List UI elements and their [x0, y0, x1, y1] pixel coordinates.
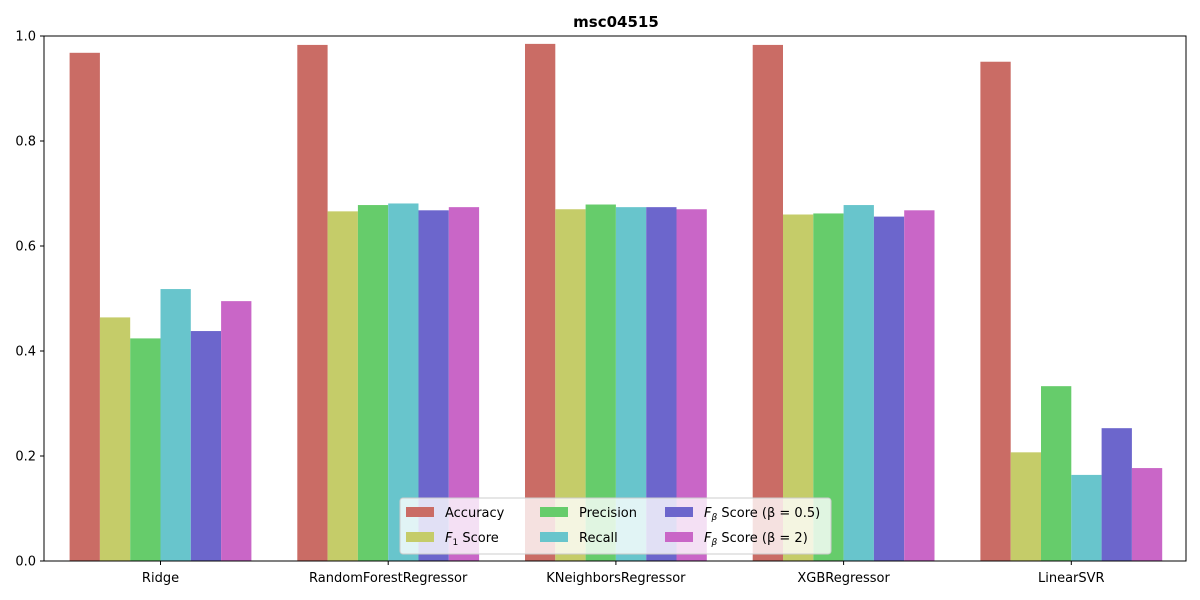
y-tick-label: 0.6 [15, 240, 36, 255]
legend-swatch [665, 507, 693, 517]
legend-label: Precision [579, 506, 637, 521]
bar-f-score-2--linearsvr [1131, 468, 1163, 561]
bar-accuracy-randomforestregressor [297, 44, 328, 562]
bar-recall-xgbregressor [843, 205, 874, 562]
x-tick-label: Ridge [142, 571, 179, 586]
legend-label: Recall [579, 531, 618, 546]
y-tick-label: 0.4 [15, 345, 36, 360]
bar-recall-ridge [160, 289, 191, 561]
bar-accuracy-xgbregressor [752, 44, 783, 562]
legend: Accuracy F1 Score Precision Recall Fβ Score … [399, 497, 832, 555]
y-tick-label: 0.8 [15, 135, 36, 150]
chart-title: msc04515 [573, 13, 659, 31]
bar-recall-linearsvr [1071, 474, 1102, 561]
legend-swatch [406, 507, 434, 517]
legend-label: Fβ Score (β = 0.5) [704, 506, 820, 523]
legend-swatch [540, 532, 568, 542]
bar-accuracy-kneighborsregressor [525, 43, 556, 562]
bar-precision-randomforestregressor [357, 205, 389, 562]
plot-frame [43, 35, 1187, 562]
bar-f1-score-ridge [99, 317, 131, 561]
legend-swatch [406, 532, 434, 542]
legend-swatch [540, 507, 568, 517]
x-tick-label: KNeighborsRegressor [546, 571, 686, 586]
legend-label: F1 Score [445, 531, 499, 548]
y-tick-label: 1.0 [15, 30, 36, 45]
bar-f-score-0-5--linearsvr [1101, 428, 1132, 561]
x-tick-label: XGBRegressor [797, 571, 890, 586]
bar-f-score-0-5--ridge [190, 331, 222, 561]
x-tick-label: LinearSVR [1038, 571, 1105, 586]
legend-box [399, 497, 832, 555]
bar-precision-ridge [130, 338, 161, 561]
bar-f-score-2--ridge [221, 301, 252, 562]
legend-label: Fβ Score (β = 2) [704, 531, 808, 548]
bar-accuracy-linearsvr [980, 61, 1011, 561]
x-tick-label: RandomForestRegressor [309, 571, 468, 586]
bars-group [69, 43, 1163, 562]
legend-swatch [665, 532, 693, 542]
y-tick-label: 0.0 [15, 555, 36, 570]
y-tick-label: 0.2 [15, 450, 36, 465]
y-axis: 0.0 0.2 0.4 0.6 0.8 1.0 [15, 30, 44, 570]
bar-f1-score-randomforestregressor [327, 211, 358, 561]
x-axis: Ridge RandomForestRegressor KNeighborsRegr… [142, 561, 1105, 586]
bar-f-score-2--xgbregressor [904, 210, 935, 562]
bar-accuracy-ridge [69, 52, 100, 562]
bar-precision-linearsvr [1041, 386, 1072, 561]
legend-label: Accuracy [445, 506, 505, 521]
bar-f-score-0-5--xgbregressor [873, 216, 905, 561]
bar-f1-score-linearsvr [1010, 452, 1041, 561]
